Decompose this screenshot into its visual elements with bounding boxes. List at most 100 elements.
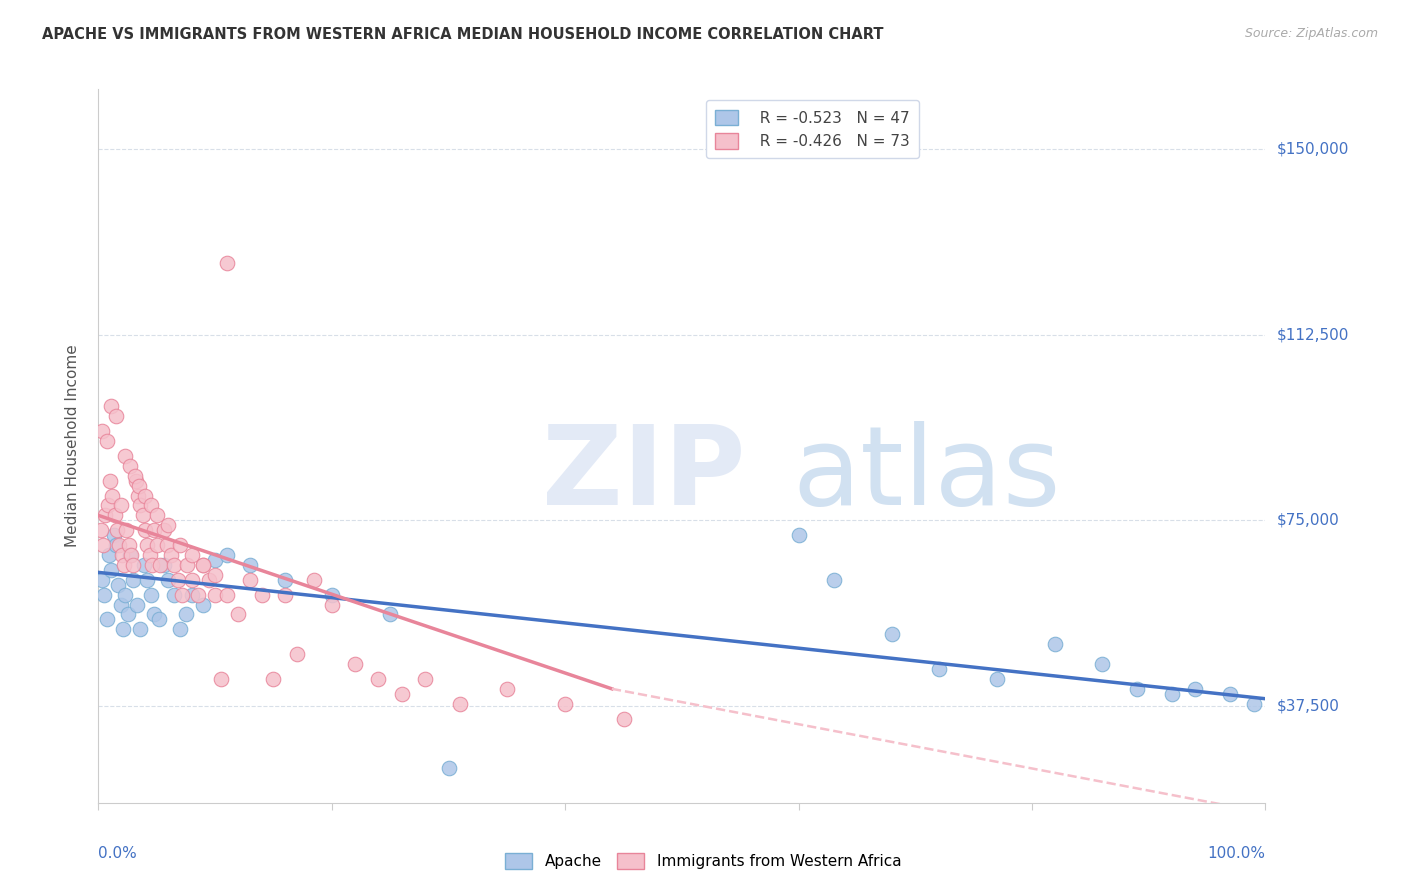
Point	[169, 623, 191, 637]
Point	[204, 588, 226, 602]
Point	[90, 523, 112, 537]
Point	[495, 681, 517, 696]
Text: APACHE VS IMMIGRANTS FROM WESTERN AFRICA MEDIAN HOUSEHOLD INCOME CORRELATION CHA: APACHE VS IMMIGRANTS FROM WESTERN AFRICA…	[42, 27, 884, 42]
Point	[169, 538, 191, 552]
Point	[146, 538, 169, 552]
Point	[146, 508, 169, 523]
Point	[198, 573, 221, 587]
Point	[180, 573, 202, 587]
Point	[204, 567, 226, 582]
Point	[118, 548, 141, 562]
Point	[129, 499, 152, 513]
Point	[285, 647, 308, 661]
Point	[100, 563, 122, 577]
Point	[193, 558, 215, 572]
Point	[321, 598, 343, 612]
Point	[111, 548, 134, 562]
Point	[110, 598, 132, 612]
Point	[96, 434, 118, 448]
Point	[180, 588, 202, 602]
Text: $112,500: $112,500	[1277, 327, 1348, 342]
Point	[111, 623, 134, 637]
Point	[228, 607, 250, 622]
Point	[104, 508, 127, 523]
Point	[193, 558, 215, 572]
Point	[107, 578, 129, 592]
Point	[124, 468, 146, 483]
Point	[159, 548, 181, 562]
Point	[120, 548, 142, 562]
Point	[122, 573, 145, 587]
Text: $37,500: $37,500	[1277, 698, 1340, 714]
Point	[139, 548, 162, 562]
Point	[96, 612, 118, 626]
Point	[449, 697, 471, 711]
Point	[128, 478, 150, 492]
Point	[122, 558, 145, 572]
Point	[139, 499, 162, 513]
Point	[928, 662, 950, 676]
Point	[149, 558, 172, 572]
Text: Source: ZipAtlas.com: Source: ZipAtlas.com	[1244, 27, 1378, 40]
Point	[157, 518, 180, 533]
Point	[110, 499, 132, 513]
Point	[139, 588, 162, 602]
Point	[118, 458, 141, 473]
Text: ZIP: ZIP	[541, 421, 745, 528]
Point	[172, 588, 194, 602]
Point	[94, 508, 117, 523]
Point	[321, 588, 343, 602]
Point	[156, 538, 179, 552]
Point	[112, 558, 135, 572]
Point	[274, 573, 297, 587]
Point	[554, 697, 576, 711]
Point	[97, 499, 120, 513]
Point	[148, 612, 170, 626]
Point	[157, 573, 180, 587]
Point	[215, 548, 238, 562]
Point	[97, 548, 120, 562]
Point	[125, 598, 148, 612]
Point	[104, 409, 127, 424]
Text: $75,000: $75,000	[1277, 513, 1340, 528]
Point	[1184, 681, 1206, 696]
Point	[163, 558, 186, 572]
Point	[104, 538, 127, 552]
Point	[413, 672, 436, 686]
Point	[143, 523, 166, 537]
Y-axis label: Median Household Income: Median Household Income	[65, 344, 80, 548]
Point	[239, 558, 262, 572]
Point	[114, 588, 136, 602]
Point	[823, 573, 845, 587]
Point	[129, 623, 152, 637]
Point	[437, 761, 460, 775]
Point	[118, 538, 141, 552]
Point	[304, 573, 326, 587]
Point	[250, 588, 273, 602]
Point	[262, 672, 284, 686]
Point	[136, 573, 159, 587]
Point	[100, 400, 122, 414]
Point	[166, 573, 188, 587]
Point	[1243, 697, 1265, 711]
Point	[1126, 681, 1149, 696]
Point	[391, 687, 413, 701]
Point	[115, 523, 138, 537]
Point	[141, 558, 163, 572]
Text: 100.0%: 100.0%	[1208, 846, 1265, 861]
Legend:   R = -0.523   N = 47,   R = -0.426   N = 73: R = -0.523 N = 47, R = -0.426 N = 73	[706, 101, 920, 159]
Point	[152, 558, 174, 572]
Point	[90, 424, 112, 438]
Point	[215, 588, 238, 602]
Point	[163, 588, 186, 602]
Point	[134, 489, 156, 503]
Point	[215, 255, 238, 269]
Point	[143, 607, 166, 622]
Point	[180, 548, 202, 562]
Point	[105, 523, 128, 537]
Point	[1161, 687, 1184, 701]
Point	[612, 712, 634, 726]
Point	[239, 573, 262, 587]
Point	[209, 672, 232, 686]
Point	[132, 558, 155, 572]
